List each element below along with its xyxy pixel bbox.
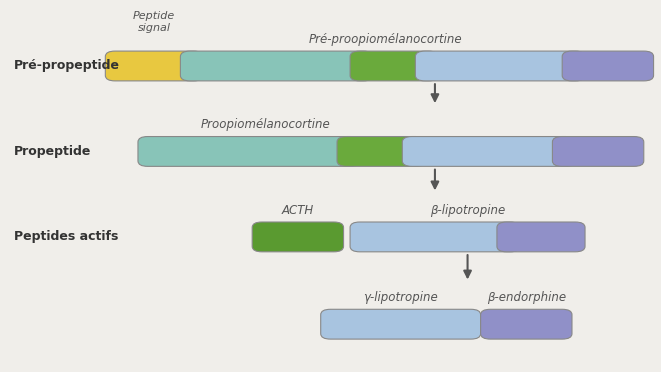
FancyBboxPatch shape [497, 222, 585, 252]
FancyBboxPatch shape [337, 137, 425, 166]
Text: β-lipotropine: β-lipotropine [430, 204, 505, 217]
FancyBboxPatch shape [481, 309, 572, 339]
Text: ACTH: ACTH [282, 204, 314, 217]
Text: Proopiomélanocortine: Proopiomélanocortine [200, 118, 330, 131]
FancyBboxPatch shape [415, 51, 585, 81]
FancyBboxPatch shape [138, 137, 360, 166]
Text: Peptide
signal: Peptide signal [133, 11, 175, 33]
FancyBboxPatch shape [403, 137, 575, 166]
Text: γ-lipotropine: γ-lipotropine [364, 291, 438, 304]
FancyBboxPatch shape [321, 309, 481, 339]
FancyBboxPatch shape [350, 222, 520, 252]
FancyBboxPatch shape [180, 51, 373, 81]
FancyBboxPatch shape [350, 51, 438, 81]
FancyBboxPatch shape [563, 51, 654, 81]
FancyBboxPatch shape [553, 137, 644, 166]
Text: Peptides actifs: Peptides actifs [14, 230, 118, 243]
FancyBboxPatch shape [253, 222, 344, 252]
Text: Pré-propeptide: Pré-propeptide [14, 60, 120, 73]
Text: Pré-proopiomélanocortine: Pré-proopiomélanocortine [309, 33, 463, 46]
Text: β-endorphine: β-endorphine [486, 291, 566, 304]
FancyBboxPatch shape [105, 51, 203, 81]
Text: Propeptide: Propeptide [14, 145, 91, 158]
